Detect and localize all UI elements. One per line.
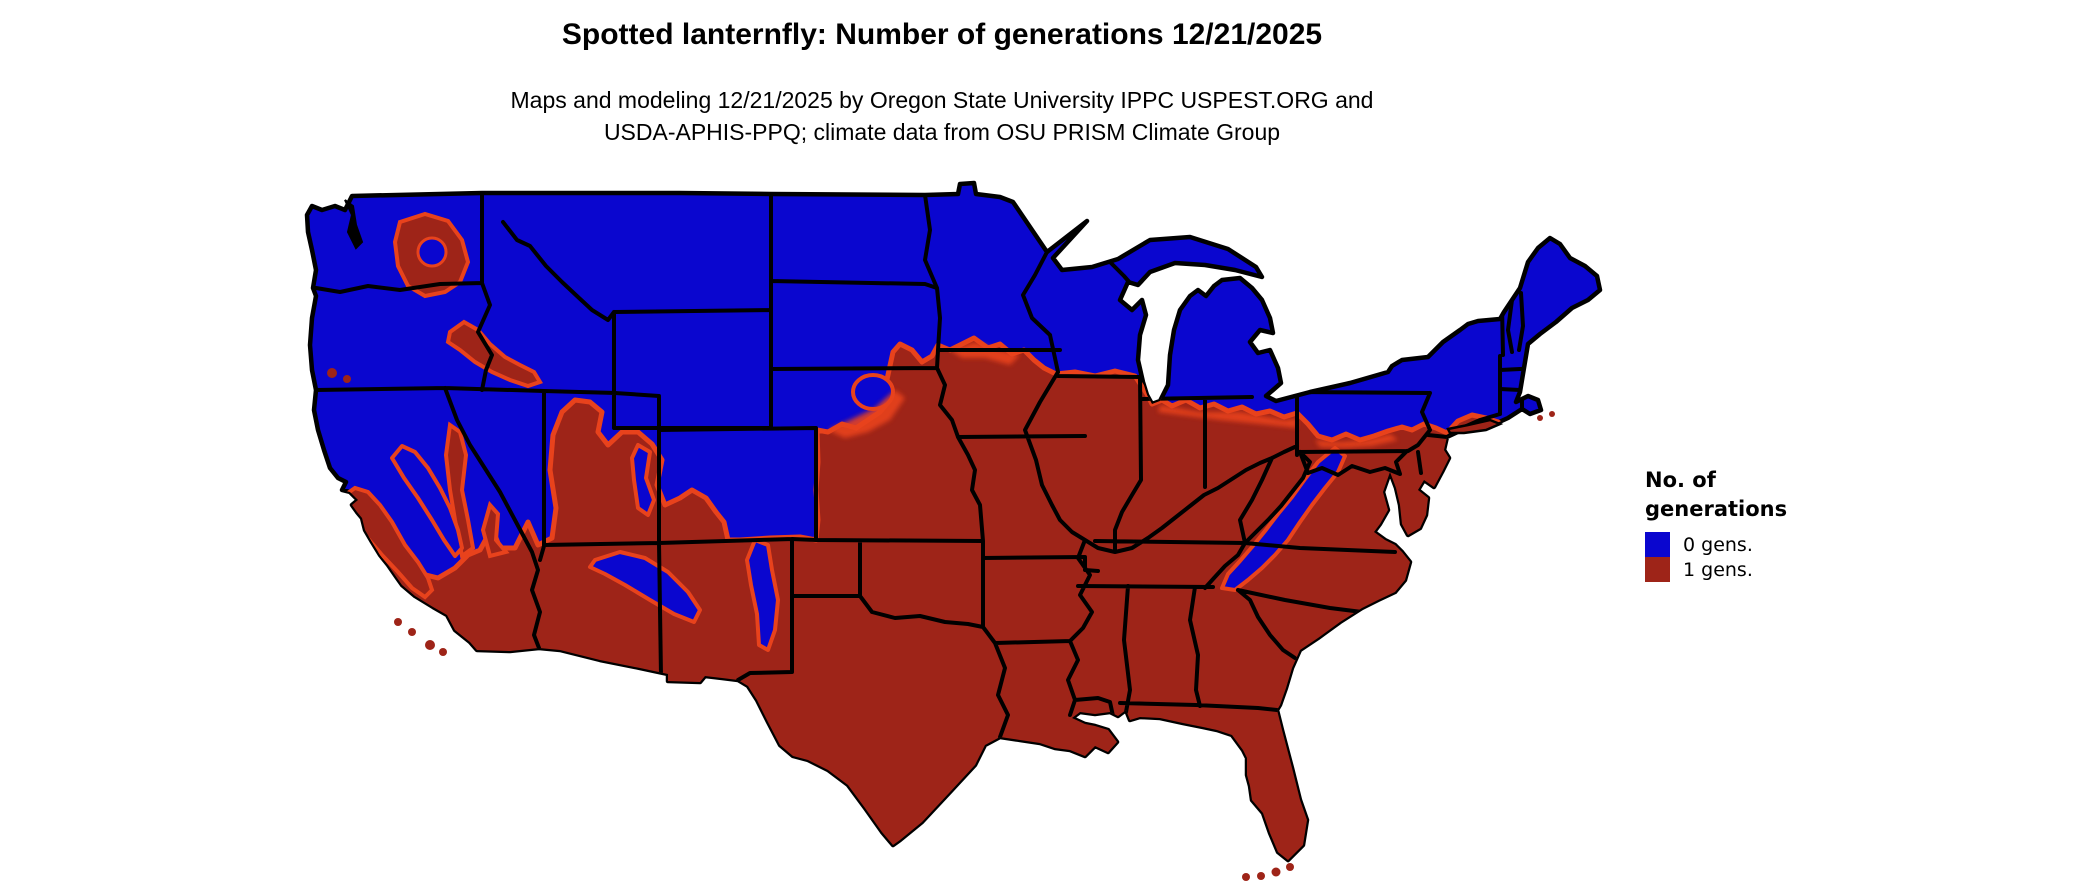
zero-gens-label: 0 gens.	[1683, 533, 1753, 556]
new-mexico-rockies-blue-patch	[745, 538, 780, 652]
channel-islands-red	[394, 618, 447, 656]
page-subtitle: Maps and modeling 12/21/2025 by Oregon S…	[292, 84, 1592, 148]
legend-title-line-2: generations	[1645, 497, 1788, 521]
puget-sound	[344, 199, 364, 250]
sierra-nevada-blue-patch	[390, 444, 464, 558]
columbia-basin-blue-core	[416, 236, 448, 268]
zero-generation-mountain-patches	[390, 373, 1347, 652]
title-block: Spotted lanternfly: Number of generation…	[292, 0, 1592, 148]
nevada-valley-red-finger	[480, 500, 510, 559]
zero-gens-swatch-icon	[1645, 532, 1670, 557]
cape-cod-islands-red	[1537, 411, 1555, 421]
long-island-red	[1446, 418, 1504, 435]
legend-row-zero-gens: 0 gens.	[1645, 532, 1787, 557]
mogollon-rim-blue-patch	[588, 550, 702, 624]
subtitle-line-2: USDA-APHIS-PPQ; climate data from OSU PR…	[603, 119, 1281, 145]
oregon-coast-red-spot	[343, 375, 351, 383]
legend-row-one-gen: 1 gens.	[1645, 557, 1787, 582]
page-title: Spotted lanternfly: Number of generation…	[561, 18, 1323, 51]
one-gen-label: 1 gens.	[1683, 558, 1753, 581]
transition-fringe	[828, 342, 1398, 448]
wasatch-blue-patch	[630, 443, 656, 517]
oregon-coast-red-spot	[327, 368, 337, 378]
snake-plain-red-patch	[445, 319, 543, 389]
florida-keys-red	[1242, 863, 1294, 881]
subtitle-line-1: Maps and modeling 12/21/2025 by Oregon S…	[510, 87, 1374, 113]
legend-items: 0 gens. 1 gens.	[1645, 532, 1787, 582]
one-gen-swatch-icon	[1645, 557, 1670, 582]
legend: No. of generations 0 gens. 1 gens.	[1645, 466, 1787, 582]
state-borders	[314, 191, 1544, 739]
appalachian-blue-patch	[1220, 446, 1347, 592]
nevada-valley-red-finger	[443, 421, 476, 560]
one-generation-region	[327, 211, 1563, 860]
legend-title-line-1: No. of	[1645, 468, 1716, 492]
